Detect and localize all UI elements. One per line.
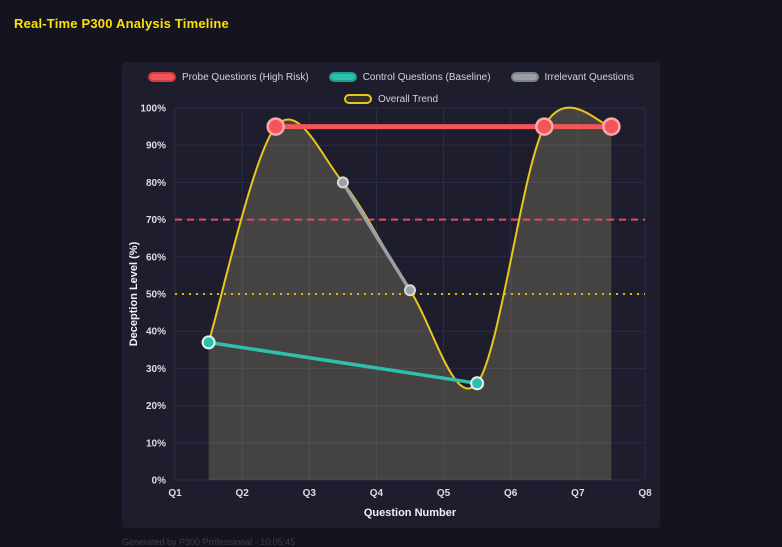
legend-item-label: Probe Questions (High Risk) [181, 71, 309, 83]
y-tick-label: 30% [146, 364, 166, 375]
y-axis-label: Deception Level (%) [128, 241, 140, 346]
footer-note: Generated by P300 Professional - 10:05:4… [122, 537, 296, 547]
y-tick-label: 90% [146, 141, 166, 152]
control-line [206, 340, 479, 386]
data-point-marker[interactable] [336, 176, 349, 189]
chart-svg: 0% 10% 20% 30% 40% 50% 60% 70% 80% 90% 100% Q1 Q2 Q3 Q… [128, 104, 652, 520]
legend-swatch [147, 72, 176, 82]
x-tick-label: Q6 [504, 488, 518, 499]
x-tick-label: Q4 [370, 488, 384, 499]
data-point-marker[interactable] [404, 284, 416, 297]
x-tick-label: Q1 [168, 488, 182, 499]
y-tick-label: 80% [146, 178, 166, 189]
control-markers [201, 335, 485, 391]
y-tick-label: 10% [146, 438, 166, 449]
y-tick-label: 100% [140, 104, 166, 115]
irrelevant-markers [336, 176, 416, 297]
legend-item[interactable]: Overall Trend [343, 93, 439, 105]
data-point-marker[interactable] [201, 335, 216, 350]
x-tick-label: Q7 [571, 488, 585, 499]
probe-markers [266, 117, 621, 136]
y-tick-label: 20% [146, 401, 166, 412]
data-point-marker[interactable] [602, 117, 621, 136]
data-point-marker[interactable] [535, 117, 554, 136]
data-point-marker[interactable] [470, 376, 485, 391]
legend-row-2: Overall Trend [343, 90, 439, 108]
legend-item[interactable]: Control Questions (Baseline) [328, 71, 491, 83]
legend-item-label: Irrelevant Questions [544, 71, 635, 83]
x-tick-label: Q2 [235, 488, 249, 499]
tick-labels: 0% 10% 20% 30% 40% 50% 60% 70% 80% 90% 100% Q1 Q2 Q3 Q… [140, 104, 652, 500]
y-tick-label: 70% [146, 215, 166, 226]
x-tick-label: Q3 [303, 488, 317, 499]
y-tick-label: 0% [152, 476, 167, 487]
legend-item-label: Overall Trend [377, 93, 439, 105]
y-tick-label: 60% [146, 252, 166, 263]
legend-item[interactable]: Probe Questions (High Risk) [147, 71, 309, 83]
legend-row-1: Probe Questions (High Risk) Control Quest… [147, 68, 635, 86]
irrelevant-line [341, 180, 412, 293]
legend-item-label: Control Questions (Baseline) [362, 71, 491, 83]
legend-item[interactable]: Irrelevant Questions [510, 71, 635, 83]
legend-swatch [328, 72, 357, 82]
chart-panel: 0% 10% 20% 30% 40% 50% 60% 70% 80% 90% 100% Q1 Q2 Q3 Q… [122, 62, 660, 528]
page-title: Real-Time P300 Analysis Timeline [14, 16, 229, 31]
legend-swatch [510, 72, 539, 82]
y-tick-label: 40% [146, 327, 166, 338]
x-axis-label: Question Number [364, 507, 457, 519]
legend-swatch [343, 94, 372, 104]
y-tick-label: 50% [146, 290, 166, 301]
data-point-marker[interactable] [266, 117, 285, 136]
chart-legend: Probe Questions (High Risk) Control Quest… [122, 68, 660, 108]
x-tick-label: Q8 [638, 488, 652, 499]
x-tick-label: Q5 [437, 488, 451, 499]
